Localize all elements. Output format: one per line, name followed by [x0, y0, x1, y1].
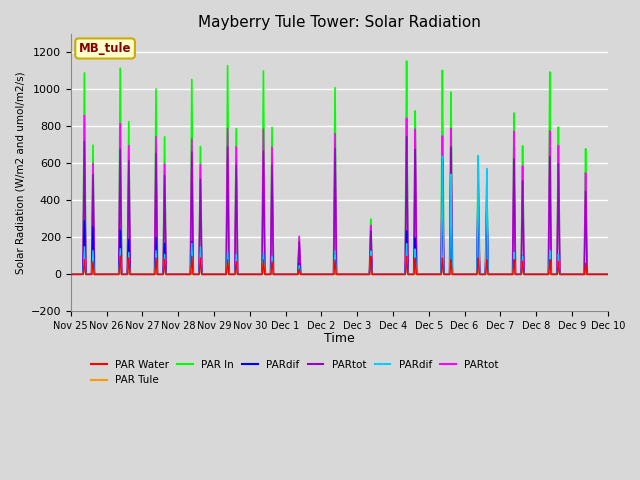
PARtot [403, 134, 410, 140]
PAR Tule [490, 272, 497, 277]
PARtot [176, 272, 184, 277]
PARdif [182, 272, 189, 277]
PAR In [604, 272, 612, 277]
PARtot [176, 272, 184, 277]
Line: PAR Water: PAR Water [71, 256, 608, 275]
PAR Water [604, 272, 612, 277]
Line: PAR In: PAR In [71, 61, 608, 275]
Line: PARtot: PARtot [71, 116, 608, 275]
Line: PARdif: PARdif [71, 156, 608, 275]
PAR Water [67, 272, 75, 277]
PARtot [490, 272, 497, 277]
PAR Water [116, 253, 124, 259]
PAR Water [413, 272, 421, 277]
PAR Tule [413, 272, 421, 277]
PARdif [268, 259, 276, 264]
PARdif [176, 272, 184, 277]
PARtot [81, 113, 88, 119]
PAR Tule [176, 272, 184, 277]
PARdif [413, 272, 421, 277]
PARtot [182, 272, 189, 277]
PARdif [604, 272, 612, 277]
PAR In [268, 141, 276, 147]
PARdif [604, 272, 612, 277]
PAR Tule [260, 260, 268, 265]
Y-axis label: Solar Radiation (W/m2 and umol/m2/s): Solar Radiation (W/m2 and umol/m2/s) [15, 72, 25, 274]
PAR In [403, 58, 410, 64]
PAR Water [268, 260, 276, 265]
PARtot [67, 272, 75, 277]
PARtot [413, 272, 421, 277]
PARdif [67, 272, 75, 277]
Line: PARdif: PARdif [71, 198, 608, 275]
PARdif [602, 272, 610, 277]
PAR In [67, 272, 75, 277]
Legend: PAR Water, PAR Tule, PAR In, PARdif, PARtot, PARdif, PARtot: PAR Water, PAR Tule, PAR In, PARdif, PAR… [87, 356, 503, 389]
PARtot [268, 153, 276, 158]
PAR In [602, 272, 610, 277]
PAR Tule [182, 272, 189, 277]
PAR In [176, 272, 184, 277]
PAR Water [182, 272, 189, 277]
PAR Water [490, 272, 497, 277]
Line: PARtot: PARtot [71, 137, 608, 275]
Title: Mayberry Tule Tower: Solar Radiation: Mayberry Tule Tower: Solar Radiation [198, 15, 481, 30]
PAR In [182, 272, 189, 277]
PARdif [474, 153, 482, 158]
PAR Tule [268, 263, 276, 268]
PARtot [604, 272, 612, 277]
PARdif [67, 272, 75, 277]
PARtot [604, 272, 612, 277]
PARdif [490, 272, 497, 277]
PARtot [602, 272, 610, 277]
PARtot [602, 272, 610, 277]
PARtot [413, 272, 421, 277]
PAR Water [602, 272, 610, 277]
PAR Tule [602, 272, 610, 277]
Line: PAR Tule: PAR Tule [71, 263, 608, 275]
PAR Water [176, 272, 184, 277]
PAR In [490, 272, 497, 277]
Text: MB_tule: MB_tule [79, 42, 131, 55]
X-axis label: Time: Time [324, 333, 355, 346]
PAR In [413, 272, 421, 277]
PARtot [67, 272, 75, 277]
PARdif [182, 272, 189, 277]
PARtot [490, 272, 497, 277]
PAR Tule [604, 272, 612, 277]
PARdif [602, 272, 610, 277]
PARtot [182, 272, 189, 277]
PARdif [176, 272, 184, 277]
PARdif [438, 195, 446, 201]
PARdif [413, 272, 421, 277]
PARdif [268, 256, 276, 262]
PARtot [268, 176, 276, 181]
PAR Tule [67, 272, 75, 277]
PARdif [490, 272, 497, 277]
